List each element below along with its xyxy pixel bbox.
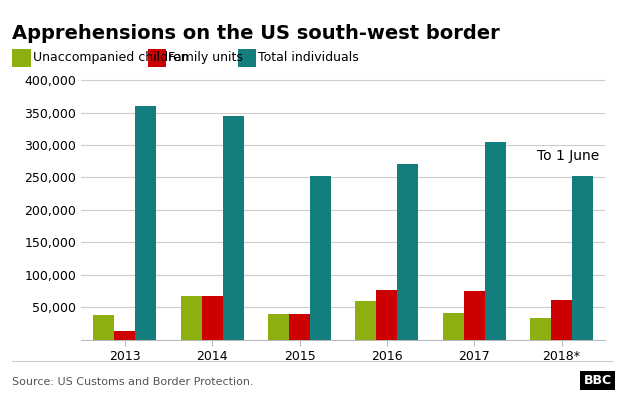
Bar — [202, 295, 223, 340]
Text: Source: US Customs and Border Protection.: Source: US Customs and Border Protection… — [12, 377, 254, 387]
Text: To 1 June: To 1 June — [537, 149, 600, 163]
Bar — [464, 291, 485, 340]
Bar — [223, 117, 243, 340]
Bar — [289, 314, 310, 340]
Text: Family units: Family units — [168, 51, 243, 64]
Bar — [114, 331, 135, 340]
Bar — [94, 315, 114, 340]
Bar — [530, 318, 551, 340]
Text: BBC: BBC — [583, 374, 612, 387]
Bar — [356, 301, 376, 340]
Bar — [397, 164, 418, 340]
Bar — [181, 295, 202, 340]
Text: Unaccompanied children: Unaccompanied children — [33, 51, 188, 64]
Bar — [485, 143, 505, 340]
Bar — [135, 106, 156, 340]
Text: Apprehensions on the US south-west border: Apprehensions on the US south-west borde… — [12, 24, 500, 43]
Bar — [376, 290, 397, 340]
Text: Total individuals: Total individuals — [258, 51, 359, 64]
Bar — [268, 314, 289, 340]
Bar — [572, 175, 593, 340]
Bar — [310, 175, 331, 340]
Bar — [443, 313, 464, 340]
Bar — [551, 300, 572, 340]
